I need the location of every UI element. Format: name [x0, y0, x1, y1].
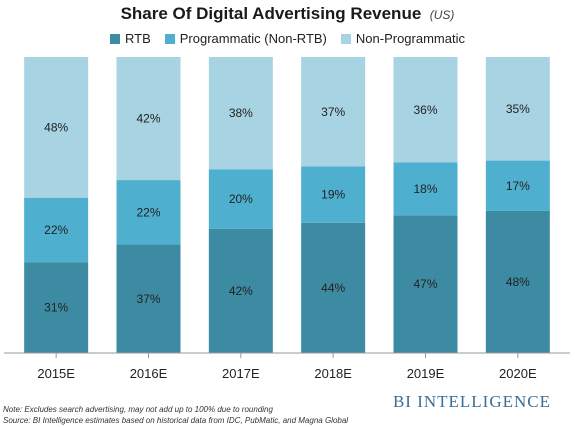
data-label-programmatic: 17%	[506, 179, 530, 193]
bar-segment-programmatic	[208, 169, 273, 229]
x-axis-tick-label: 2016E	[130, 366, 168, 381]
brand-logo: BI INTELLIGENCE	[392, 392, 551, 411]
data-label-non-programmatic: 37%	[321, 105, 345, 119]
footnote: Note: Excludes search advertising, may n…	[3, 405, 273, 414]
chart-legend: RTB Programmatic (Non-RTB) Non-Programma…	[0, 31, 575, 46]
data-label-programmatic: 22%	[136, 205, 160, 219]
bar-segment-programmatic	[301, 166, 366, 223]
legend-swatch-rtb	[110, 33, 120, 44]
data-label-non-programmatic: 36%	[413, 103, 437, 117]
x-axis-tick-label: 2015E	[37, 366, 75, 381]
data-label-rtb: 37%	[136, 292, 160, 306]
data-label-non-programmatic: 38%	[229, 106, 253, 120]
legend-label-non-programmatic: Non-Programmatic	[355, 31, 465, 46]
bar-segment-non-programmatic	[301, 57, 366, 167]
x-axis-tick-label: 2018E	[314, 366, 352, 381]
legend-item-rtb: RTB	[110, 31, 151, 46]
data-label-programmatic: 18%	[413, 182, 437, 196]
data-label-programmatic: 22%	[44, 223, 68, 237]
legend-label-programmatic: Programmatic (Non-RTB)	[179, 31, 327, 46]
chart-subtitle: (US)	[429, 8, 455, 22]
x-axis-tick-label: 2017E	[222, 366, 260, 381]
chart-title: Share Of Digital Advertising Revenue	[120, 4, 422, 23]
data-label-rtb: 42%	[229, 284, 253, 298]
bar-segment-non-programmatic	[24, 57, 89, 198]
bar-segment-programmatic	[116, 180, 181, 245]
data-label-rtb: 47%	[413, 277, 437, 291]
bar-segment-non-programmatic	[208, 57, 273, 170]
bar-segment-non-programmatic	[116, 57, 181, 181]
data-label-non-programmatic: 35%	[506, 102, 530, 116]
data-label-non-programmatic: 42%	[136, 112, 160, 126]
data-label-rtb: 44%	[321, 281, 345, 295]
bar-segment-rtb	[301, 222, 366, 353]
x-axis-tick-label: 2020E	[499, 366, 537, 381]
data-label-programmatic: 19%	[321, 188, 345, 202]
data-label-non-programmatic: 48%	[44, 120, 68, 134]
legend-swatch-programmatic	[164, 33, 175, 44]
x-axis-tick-label: 2019E	[407, 366, 445, 381]
bar-segment-rtb	[485, 210, 550, 353]
bar-segment-rtb	[24, 262, 89, 353]
bar-segment-rtb	[208, 228, 273, 353]
bar-segment-rtb	[116, 244, 181, 353]
data-label-programmatic: 20%	[229, 192, 253, 206]
bar-segment-programmatic	[485, 160, 550, 211]
chart-title-row: Share Of Digital Advertising Revenue (US…	[0, 4, 575, 24]
bar-segment-non-programmatic	[485, 57, 550, 161]
legend-item-programmatic: Programmatic (Non-RTB)	[164, 31, 327, 46]
legend-swatch-non-programmatic	[340, 33, 351, 44]
bar-segment-non-programmatic	[393, 57, 458, 163]
data-label-rtb: 48%	[506, 275, 530, 289]
bar-segment-rtb	[393, 215, 458, 353]
bar-segment-programmatic	[393, 162, 458, 216]
legend-item-non-programmatic: Non-Programmatic	[340, 31, 465, 46]
source-note: Source: BI Intelligence estimates based …	[3, 416, 349, 425]
bar-segment-programmatic	[24, 197, 89, 263]
data-label-rtb: 31%	[44, 301, 68, 315]
legend-label-rtb: RTB	[125, 31, 151, 46]
